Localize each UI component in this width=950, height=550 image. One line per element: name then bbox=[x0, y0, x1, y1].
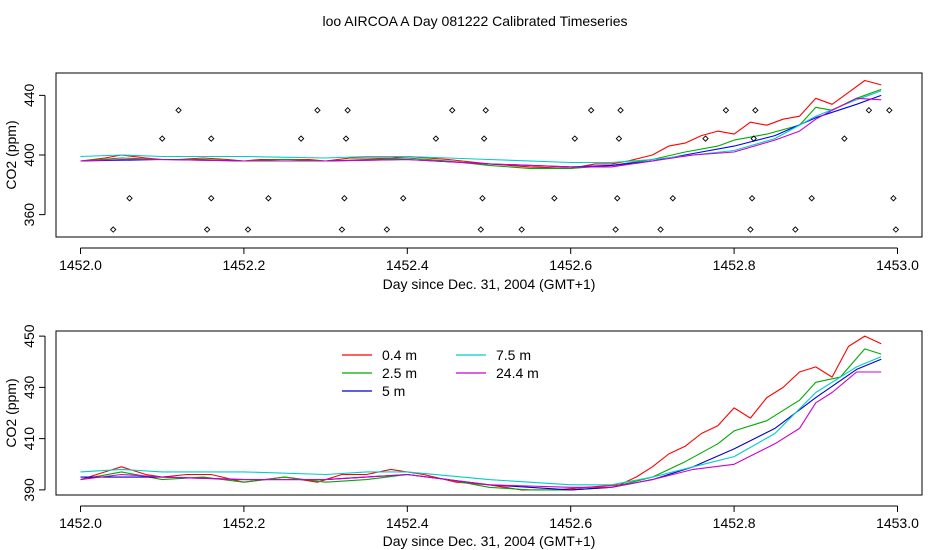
data-point-marker bbox=[477, 226, 485, 233]
data-point-marker bbox=[338, 226, 346, 233]
data-point-marker bbox=[341, 194, 348, 202]
x-axis-label: Day since Dec. 31, 2004 (GMT+1) bbox=[383, 276, 596, 292]
series-line-0 bbox=[80, 335, 882, 491]
y-tick-label: 390 bbox=[21, 478, 37, 502]
data-point-marker bbox=[702, 135, 709, 142]
data-point-marker bbox=[314, 107, 321, 114]
legend-label: 5 m bbox=[382, 383, 405, 399]
data-point-marker bbox=[518, 226, 525, 233]
x-tick-label: 1452.4 bbox=[386, 515, 429, 531]
data-point-marker bbox=[808, 194, 815, 202]
data-point-marker bbox=[892, 226, 900, 233]
data-point-marker bbox=[203, 226, 211, 233]
x-axis-label: Day since Dec. 31, 2004 (GMT+1) bbox=[383, 533, 596, 549]
legend-label: 2.5 m bbox=[382, 365, 417, 381]
x-tick-label: 1452.6 bbox=[549, 257, 592, 273]
data-point-marker bbox=[669, 194, 677, 202]
bottom-panel: 1452.0 1452.2 1452.4 1452.6 1452.8 1453.0 390 4… bbox=[3, 324, 923, 549]
x-tick-label: 1452.0 bbox=[59, 257, 102, 273]
data-point-marker bbox=[551, 194, 558, 202]
legend-label: 0.4 m bbox=[382, 347, 417, 363]
x-tick-label: 1452.8 bbox=[713, 515, 756, 531]
data-point-marker bbox=[399, 194, 407, 202]
x-tick-label: 1453.0 bbox=[876, 257, 919, 273]
plot-frame bbox=[55, 330, 923, 496]
data-point-marker bbox=[244, 226, 252, 233]
legend-label: 7.5 m bbox=[496, 347, 531, 363]
data-point-marker bbox=[750, 135, 757, 142]
data-point-marker bbox=[792, 226, 799, 233]
data-point-marker bbox=[432, 135, 440, 142]
series-line-4 bbox=[80, 97, 882, 168]
y-tick-label: 410 bbox=[21, 427, 37, 451]
data-point-marker bbox=[479, 194, 486, 202]
x-tick-label: 1453.0 bbox=[876, 515, 919, 531]
data-point-marker bbox=[752, 107, 759, 114]
data-point-marker bbox=[748, 194, 756, 202]
x-tick-label: 1452.2 bbox=[222, 257, 265, 273]
data-point-marker bbox=[587, 107, 595, 114]
x-tick-label: 1452.0 bbox=[59, 515, 102, 531]
series-line-0 bbox=[80, 79, 882, 169]
data-point-marker bbox=[344, 107, 351, 114]
data-point-marker bbox=[612, 226, 619, 233]
data-point-marker bbox=[614, 194, 621, 202]
data-point-marker bbox=[841, 135, 848, 142]
data-point-marker bbox=[482, 107, 489, 114]
series-line-3 bbox=[80, 356, 882, 486]
data-point-marker bbox=[126, 194, 133, 202]
data-point-marker bbox=[175, 107, 182, 114]
series-line-4 bbox=[80, 371, 882, 488]
plot-frame bbox=[55, 72, 923, 238]
data-point-marker bbox=[886, 107, 893, 114]
data-point-marker bbox=[890, 194, 897, 202]
data-point-marker bbox=[865, 107, 873, 114]
data-point-marker bbox=[297, 135, 305, 142]
data-point-marker bbox=[207, 194, 215, 202]
data-point-marker bbox=[207, 135, 215, 142]
legend-label: 24.4 m bbox=[496, 365, 539, 381]
x-tick-label: 1452.6 bbox=[549, 515, 592, 531]
data-point-marker bbox=[617, 107, 624, 114]
y-tick-label: 400 bbox=[21, 143, 37, 167]
series-line-2 bbox=[80, 358, 882, 491]
figure-title: loo AIRCOA A Day 081222 Calibrated Times… bbox=[322, 13, 627, 29]
y-tick-label: 360 bbox=[21, 203, 37, 227]
y-tick-label: 450 bbox=[21, 324, 37, 348]
data-point-marker bbox=[615, 135, 623, 142]
data-point-marker bbox=[342, 135, 350, 142]
data-point-marker bbox=[722, 107, 730, 114]
data-point-marker bbox=[109, 226, 117, 233]
x-tick-label: 1452.8 bbox=[713, 257, 756, 273]
data-point-marker bbox=[571, 135, 579, 142]
data-point-marker bbox=[657, 226, 664, 233]
x-tick-label: 1452.2 bbox=[222, 515, 265, 531]
top-panel: 1452.0 1452.2 1452.4 1452.6 1452.8 1453.0 360 4… bbox=[3, 72, 923, 292]
series-line-3 bbox=[80, 90, 882, 164]
y-tick-label: 440 bbox=[21, 83, 37, 107]
data-point-marker bbox=[383, 226, 391, 233]
data-point-marker bbox=[265, 194, 272, 202]
data-point-marker bbox=[158, 135, 166, 142]
series-line-1 bbox=[80, 348, 882, 491]
y-tick-label: 430 bbox=[21, 375, 37, 399]
data-point-marker bbox=[448, 107, 456, 114]
x-tick-label: 1452.4 bbox=[386, 257, 429, 273]
y-axis-label: CO2 (ppm) bbox=[3, 378, 19, 447]
y-axis-label: CO2 (ppm) bbox=[3, 120, 19, 189]
data-point-marker bbox=[480, 135, 488, 142]
data-point-marker bbox=[747, 226, 754, 233]
